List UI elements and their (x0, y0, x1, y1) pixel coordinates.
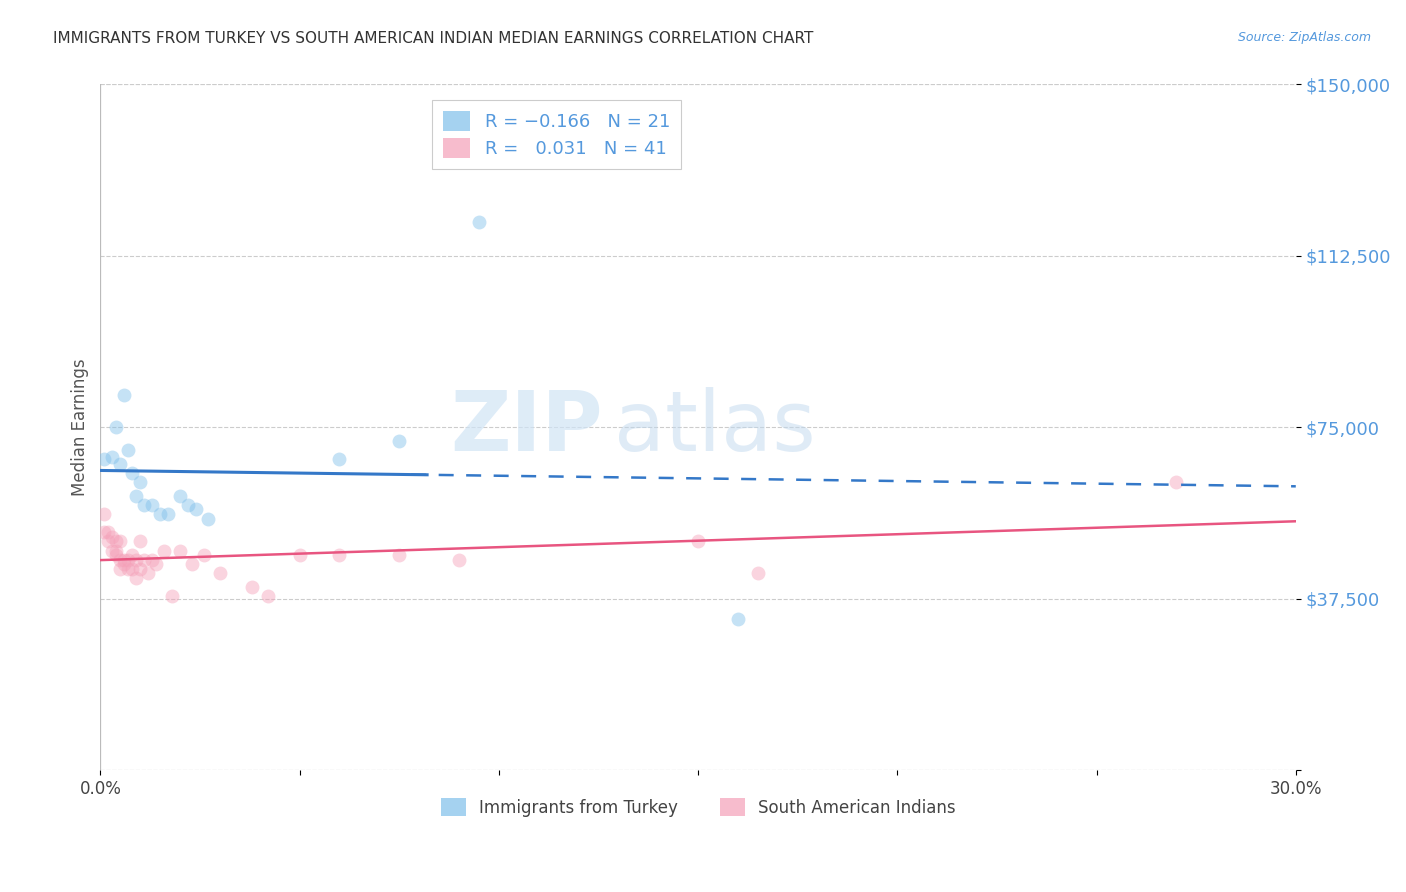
Point (97, 525, 120, 540)
Point (105, 543, 128, 558)
Point (105, 534, 128, 549)
Point (208, 566, 231, 581)
Point (121, 562, 143, 576)
Point (121, 548, 143, 562)
Point (110, 457, 132, 471)
Point (134, 498, 156, 512)
Point (129, 534, 152, 549)
Point (117, 553, 139, 567)
Point (256, 590, 278, 604)
Text: ZIP: ZIP (450, 387, 602, 467)
Point (153, 543, 176, 558)
Point (328, 452, 350, 467)
Point (93, 507, 115, 521)
Point (93, 452, 115, 467)
Point (197, 511, 219, 525)
Point (112, 553, 135, 567)
Text: IMMIGRANTS FROM TURKEY VS SOUTH AMERICAN INDIAN MEDIAN EARNINGS CORRELATION CHAR: IMMIGRANTS FROM TURKEY VS SOUTH AMERICAN… (53, 31, 814, 46)
Point (125, 489, 148, 503)
Point (184, 502, 207, 516)
Point (169, 489, 191, 503)
Point (177, 498, 200, 512)
Point (288, 548, 311, 562)
Point (447, 553, 470, 567)
Point (117, 443, 139, 458)
Point (101, 450, 124, 464)
Point (240, 580, 263, 594)
Point (747, 566, 769, 581)
Point (105, 548, 128, 562)
Point (388, 548, 411, 562)
Legend: Immigrants from Turkey, South American Indians: Immigrants from Turkey, South American I… (434, 791, 962, 823)
Point (121, 466, 143, 480)
Point (117, 562, 139, 576)
Point (141, 498, 163, 512)
Point (328, 548, 350, 562)
Point (101, 543, 124, 558)
Point (112, 388, 135, 402)
Point (105, 420, 128, 434)
Point (388, 434, 411, 448)
Point (468, 214, 491, 228)
Text: Source: ZipAtlas.com: Source: ZipAtlas.com (1237, 31, 1371, 45)
Point (157, 507, 180, 521)
Point (181, 558, 204, 572)
Point (169, 543, 191, 558)
Point (125, 553, 148, 567)
Point (193, 548, 215, 562)
Point (160, 590, 183, 604)
Y-axis label: Median Earnings: Median Earnings (72, 359, 89, 496)
Point (93, 525, 115, 540)
Point (149, 507, 172, 521)
Point (110, 534, 132, 549)
Point (141, 553, 163, 567)
Text: atlas: atlas (614, 387, 815, 467)
Point (129, 562, 152, 576)
Point (112, 558, 135, 572)
Point (129, 475, 152, 489)
Point (145, 558, 167, 572)
Point (1166, 475, 1188, 489)
Point (110, 553, 132, 567)
Point (110, 562, 132, 576)
Point (136, 566, 159, 581)
Point (727, 612, 749, 626)
Point (125, 571, 148, 585)
Point (101, 530, 124, 544)
Point (134, 553, 156, 567)
Point (686, 534, 709, 549)
Point (97, 534, 120, 549)
